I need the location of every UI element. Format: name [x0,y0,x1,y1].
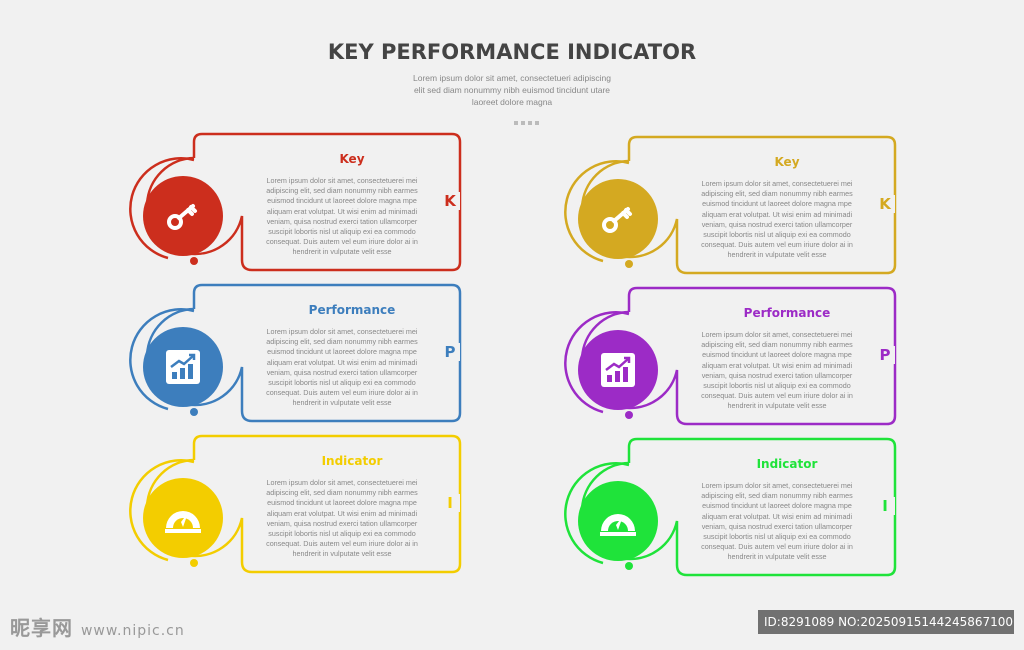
card-letter: I [440,494,460,512]
card-body-text: Lorem ipsum dolor sit amet, consectetuer… [266,176,418,257]
card-letter: P [875,346,895,364]
card-title: Indicator [756,457,818,471]
watermark-logo: 昵享网 www.nipic.cn [10,616,185,640]
kpi-card-performance-left: Performance Lorem ipsum dolor sit amet, c… [129,281,462,423]
kpi-card-indicator-left: Indicator Lorem ipsum dolor sit amet, con… [129,432,462,574]
icon-badge [578,330,658,410]
card-title: Performance [308,303,396,317]
card-letter: P [440,343,460,361]
card-body-text: Lorem ipsum dolor sit amet, consectetuer… [701,179,853,260]
card-outline [129,132,462,272]
page-title: KEY PERFORMANCE INDICATOR [327,40,697,64]
card-letter: I [875,497,895,515]
card-title: Key [339,152,365,166]
kpi-card-key-left: Key Lorem ipsum dolor sit amet, consectet… [129,130,462,272]
card-title: Indicator [321,454,383,468]
divider-dots [514,112,544,125]
page-subtitle: Lorem ipsum dolor sit amet, consectetuer… [413,73,611,107]
card-body-text: Lorem ipsum dolor sit amet, consectetuer… [266,327,418,408]
icon-badge [143,176,223,256]
card-body-text: Lorem ipsum dolor sit amet, consectetuer… [266,478,418,559]
icon-badge [143,478,223,558]
card-letter: K [875,195,895,213]
icon-badge [143,327,223,407]
kpi-card-key-right: Key Lorem ipsum dolor sit amet, consectet… [564,133,897,275]
card-letter: K [440,192,460,210]
icon-badge [578,481,658,561]
card-title: Performance [743,306,831,320]
card-outline [129,283,462,423]
kpi-card-indicator-right: Indicator Lorem ipsum dolor sit amet, con… [564,435,897,577]
kpi-card-performance-right: Performance Lorem ipsum dolor sit amet, c… [564,284,897,426]
card-title: Key [774,155,800,169]
card-body-text: Lorem ipsum dolor sit amet, consectetuer… [701,330,853,411]
card-body-text: Lorem ipsum dolor sit amet, consectetuer… [701,481,853,562]
watermark-id: ID:8291089 NO:20250915144245867100 [758,610,1014,634]
icon-badge [578,179,658,259]
